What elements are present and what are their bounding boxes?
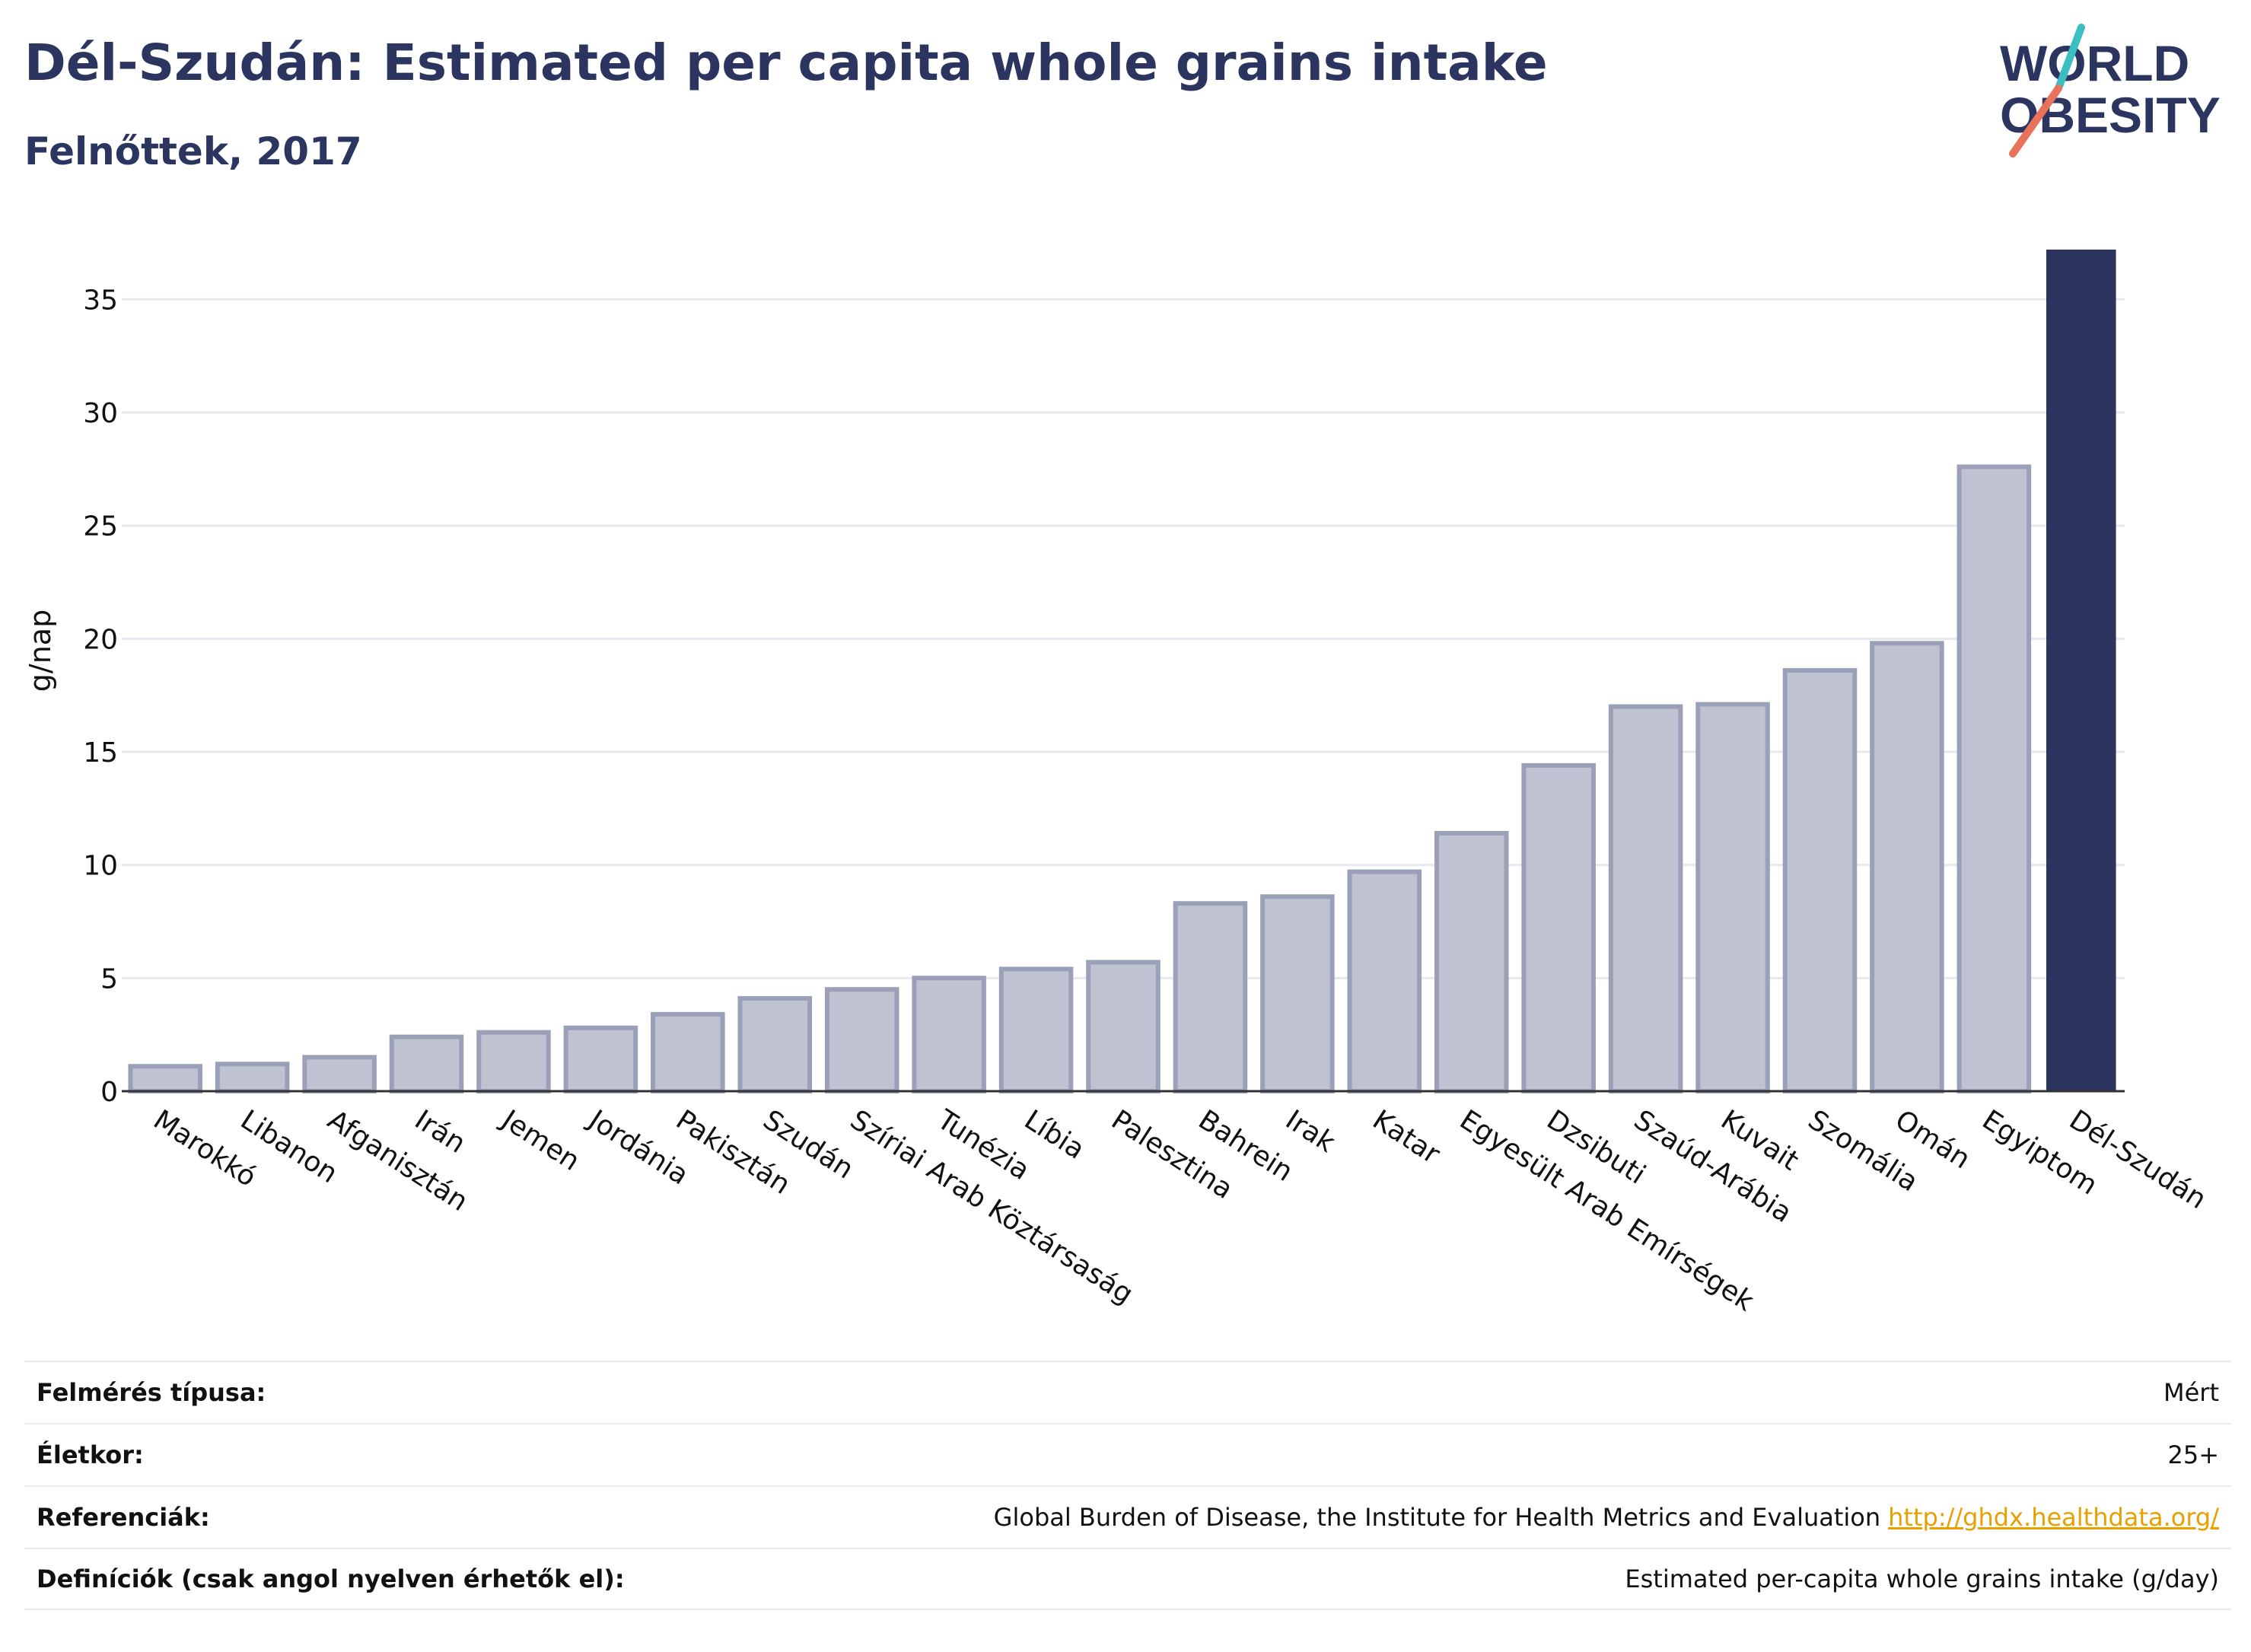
logo-slash-bottom xyxy=(2009,84,2062,158)
y-tick-label: 15 xyxy=(83,737,118,769)
y-axis-ticks: 0 5 10 15 20 25 30 35 xyxy=(83,285,118,1108)
x-tick-label: Irán xyxy=(409,1104,471,1160)
bars xyxy=(128,250,2116,1094)
chart-title: Dél-Szudán: Estimated per capita whole g… xyxy=(24,33,1548,92)
bar xyxy=(1086,960,1161,1093)
logo-slash-top xyxy=(2055,24,2085,92)
y-tick-label: 5 xyxy=(100,963,118,995)
info-key: Életkor: xyxy=(37,1440,144,1469)
bar xyxy=(1434,831,1509,1094)
info-key: Definíciók (csak angol nyelven érhetők e… xyxy=(37,1564,625,1593)
info-row-definitions: Definíciók (csak angol nyelven érhetők e… xyxy=(24,1548,2231,1610)
y-tick-label: 10 xyxy=(83,851,118,882)
y-axis-label: g/nap xyxy=(24,610,57,692)
bar xyxy=(128,1064,202,1093)
reference-link[interactable]: http://ghdx.healthdata.org/ xyxy=(1888,1503,2219,1532)
x-tick-label: Irak xyxy=(1280,1104,1341,1159)
bar xyxy=(1173,901,1248,1094)
y-tick-label: 30 xyxy=(83,398,118,429)
bar xyxy=(215,1062,290,1094)
bar xyxy=(998,966,1074,1094)
x-tick-label: Jemen xyxy=(495,1103,585,1177)
bar xyxy=(737,996,813,1094)
info-value: Mért xyxy=(2163,1378,2219,1407)
bar xyxy=(1260,894,1335,1093)
bar xyxy=(302,1055,377,1093)
logo-word-world: WORLD xyxy=(2000,35,2189,91)
x-tick-label: Jordánia xyxy=(582,1103,694,1191)
bar xyxy=(651,1011,725,1093)
y-tick-label: 20 xyxy=(83,624,118,655)
info-table: Felmérés típusa: Mért Életkor: 25+ Refer… xyxy=(24,1361,2231,1610)
chart-subtitle: Felnőttek, 2017 xyxy=(24,129,362,173)
info-row-survey-type: Felmérés típusa: Mért xyxy=(24,1361,2231,1423)
info-value: Global Burden of Disease, the Institute … xyxy=(993,1503,1881,1532)
bar xyxy=(1870,641,1944,1093)
bar-highlight xyxy=(2046,250,2116,1091)
info-value-wrap: Global Burden of Disease, the Institute … xyxy=(994,1503,2219,1532)
info-row-references: Referenciák: Global Burden of Disease, t… xyxy=(24,1485,2231,1548)
y-tick-label: 0 xyxy=(100,1077,118,1108)
bar xyxy=(389,1034,464,1093)
bar xyxy=(1608,704,1683,1093)
bar xyxy=(1695,702,1770,1094)
bar xyxy=(912,976,986,1094)
y-tick-label: 35 xyxy=(83,285,118,316)
bar xyxy=(1521,762,1596,1093)
x-tick-label: Katar xyxy=(1367,1104,1445,1170)
bar xyxy=(1782,668,1858,1093)
world-obesity-logo: WORLD OBESITY xyxy=(2000,24,2221,158)
info-key: Referenciák: xyxy=(37,1503,210,1532)
info-value: 25+ xyxy=(2167,1440,2219,1469)
bar xyxy=(476,1030,551,1094)
info-value: Estimated per-capita whole grains intake… xyxy=(1625,1564,2219,1593)
bar xyxy=(824,987,899,1094)
info-row-age: Életkor: 25+ xyxy=(24,1423,2231,1485)
y-tick-label: 25 xyxy=(83,511,118,543)
bar xyxy=(1956,464,2032,1093)
bar xyxy=(1347,869,1422,1094)
info-key: Felmérés típusa: xyxy=(37,1378,266,1407)
bar xyxy=(563,1025,638,1093)
